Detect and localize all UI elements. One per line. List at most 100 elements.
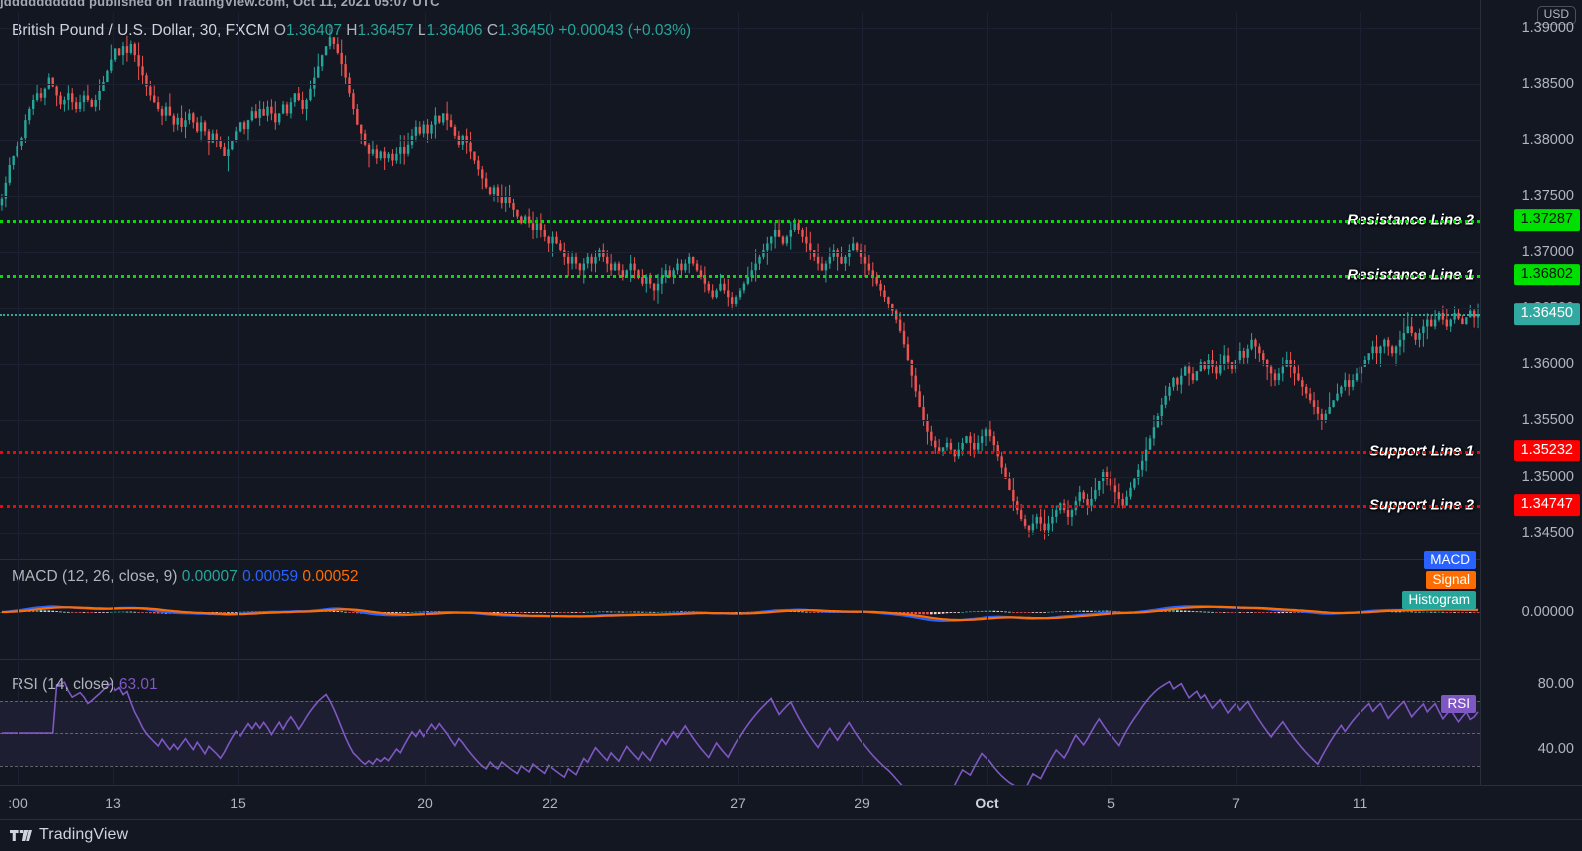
price-badge-green[interactable]: 1.37287: [1513, 209, 1580, 232]
level-line[interactable]: [0, 274, 1480, 278]
candle-body: [1078, 492, 1081, 502]
candle-body: [164, 106, 168, 116]
price-badge-red[interactable]: 1.35232: [1513, 439, 1580, 462]
price-tick: 1.38500: [1521, 76, 1574, 93]
macd-histogram-bar: [910, 612, 914, 614]
macd-histogram-bar: [1051, 611, 1054, 613]
rsi-plot-area[interactable]: [0, 660, 1480, 785]
candle-body: [1258, 346, 1261, 354]
candle-body: [336, 43, 339, 53]
macd-histogram-bar: [1246, 612, 1249, 613]
macd-histogram-bar: [1394, 611, 1398, 613]
macd-histogram-bar: [1457, 612, 1460, 613]
candle-body: [1351, 380, 1355, 387]
macd-histogram-bar: [1058, 611, 1062, 612]
rsi-tag: RSI: [1441, 695, 1476, 713]
candle-body: [828, 256, 832, 264]
macd-histogram-bar: [113, 611, 117, 613]
macd-histogram-bar: [344, 611, 347, 613]
price-badge-green[interactable]: 1.36802: [1513, 263, 1580, 286]
price-badge-red[interactable]: 1.34747: [1513, 494, 1580, 516]
macd-histogram-bar: [70, 612, 74, 613]
candle-body: [1031, 523, 1035, 531]
candle-body: [832, 250, 835, 257]
price-pane[interactable]: [0, 12, 1480, 560]
macd-histogram-bar: [102, 612, 105, 613]
macd-histogram-bar: [1265, 612, 1269, 613]
macd-histogram-bar: [395, 612, 398, 614]
currency-badge[interactable]: USD: [1536, 6, 1576, 25]
macd-histogram-bar: [1433, 611, 1437, 613]
macd-histogram-bar: [641, 611, 644, 613]
time-axis[interactable]: :00 13 15 20 22 27 29 Oct 5 7 11: [0, 785, 1582, 819]
candle-body: [660, 277, 664, 284]
tradingview-logo[interactable]: TradingView: [10, 826, 128, 844]
candle-body: [840, 256, 843, 264]
candle-body: [1183, 366, 1187, 376]
price-axis[interactable]: USD 1.39000 1.38500 1.38000 1.37500 1.37000 1…: [1480, 0, 1582, 785]
candle-body: [402, 147, 406, 154]
candle-body: [777, 229, 781, 237]
price-tick: 1.39000: [1521, 20, 1574, 37]
candle-body: [43, 88, 47, 98]
macd-histogram-bar: [1097, 610, 1101, 612]
candle-body: [449, 120, 453, 127]
macd-histogram-bar: [1269, 612, 1273, 613]
current-price-line: [0, 314, 1480, 317]
candle-body: [684, 263, 687, 271]
macd-histogram-bar: [74, 612, 78, 613]
level-line[interactable]: [0, 220, 1480, 224]
vertical-gridline: [113, 12, 114, 785]
macd-histogram-bar: [1105, 610, 1109, 612]
candle-body: [430, 124, 433, 134]
macd-histogram-bar: [1183, 610, 1187, 612]
candle-body: [992, 436, 996, 446]
candle-body: [192, 113, 195, 123]
macd-histogram-bar: [1082, 610, 1085, 612]
price-badge-teal[interactable]: 1.36450: [1513, 303, 1580, 325]
macd-histogram-bar: [590, 611, 593, 613]
candle-body: [758, 256, 761, 264]
candle-body: [235, 131, 238, 141]
macd-histogram-bar: [1062, 610, 1066, 612]
macd-histogram-bar: [1179, 610, 1183, 612]
candle-body: [352, 93, 355, 109]
candle-body: [898, 319, 902, 331]
candle-body: [633, 263, 636, 271]
candle-body: [906, 344, 910, 360]
macd-histogram-bar: [801, 611, 804, 613]
macd-histogram-bar: [1238, 612, 1242, 613]
candle-body: [113, 48, 117, 60]
macd-histogram-bar: [1195, 611, 1199, 613]
macd-pane[interactable]: [0, 560, 1480, 660]
macd-histogram-bar: [930, 612, 933, 615]
candle-body: [1109, 478, 1113, 486]
macd-histogram-bar: [996, 610, 1000, 612]
candle-body: [31, 99, 35, 109]
price-tick: 1.37000: [1521, 244, 1574, 261]
candle-body: [438, 115, 441, 123]
macd-histogram-bar: [250, 611, 254, 613]
candle-body: [809, 243, 812, 251]
candle-body: [1230, 362, 1234, 369]
vertical-gridline: [1360, 12, 1361, 785]
macd-histogram-bar: [492, 612, 496, 614]
candle-body: [1191, 373, 1195, 381]
candle-body: [1023, 519, 1027, 526]
candle-body: [1363, 359, 1367, 367]
candle-body: [531, 223, 535, 230]
rsi-pane[interactable]: [0, 660, 1480, 785]
candle-body: [1465, 317, 1468, 325]
price-plot-area[interactable]: [0, 12, 1480, 560]
macd-histogram-bar: [949, 612, 953, 613]
candle-body: [16, 145, 19, 157]
macd-histogram-bar: [519, 612, 523, 613]
horizontal-gridline: [0, 28, 1480, 30]
macd-histogram-bar: [1277, 612, 1281, 614]
level-line[interactable]: [0, 450, 1480, 454]
horizontal-gridline: [0, 476, 1480, 478]
macd-plot-area[interactable]: [0, 560, 1480, 660]
level-line[interactable]: [0, 504, 1480, 508]
macd-histogram-bar: [816, 612, 820, 613]
candle-body: [137, 55, 140, 67]
